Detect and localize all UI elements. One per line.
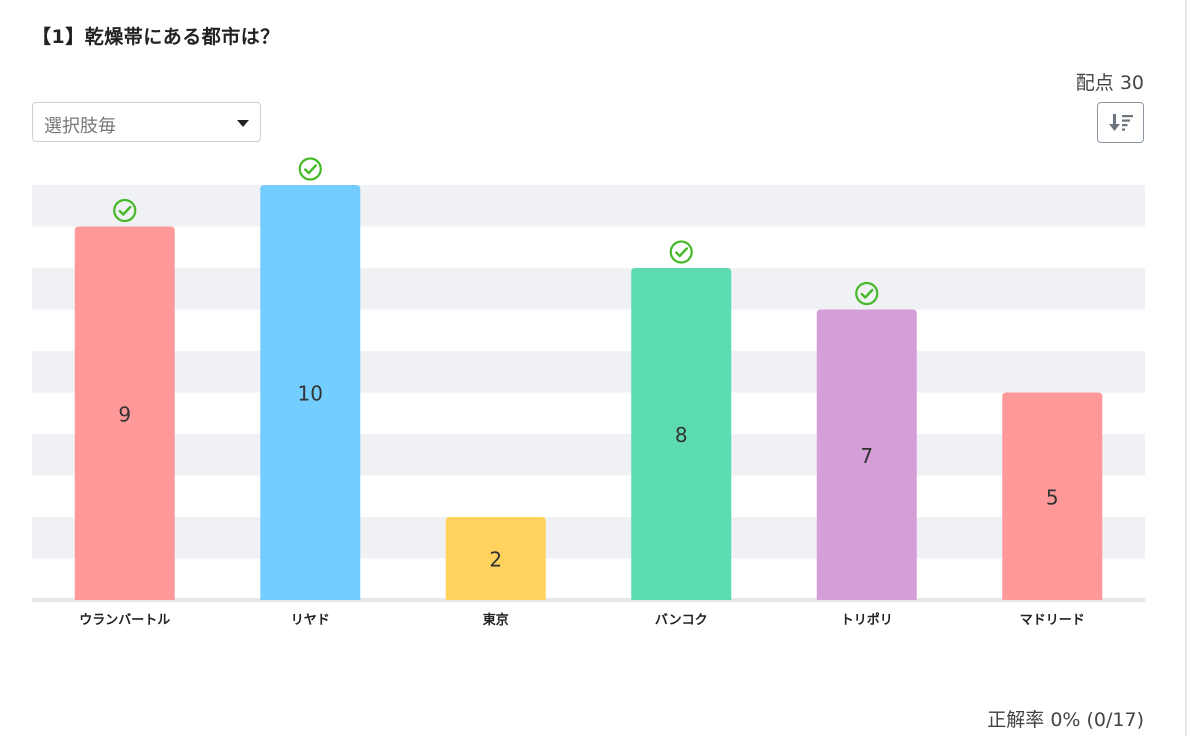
grid-band: [32, 517, 1145, 559]
check-circle-icon: [298, 157, 322, 181]
x-tick-label: マドリード: [1020, 613, 1085, 628]
bar-value-label: 7: [860, 444, 873, 468]
check-circle-icon: [669, 240, 693, 264]
bar: [260, 185, 361, 600]
sort-button[interactable]: [1097, 102, 1144, 143]
x-tick-label: トリポリ: [841, 612, 893, 628]
score-label: 配点 30: [1075, 72, 1144, 94]
choice-view-select[interactable]: 選択肢毎: [32, 102, 261, 142]
check-circle-icon: [855, 281, 879, 306]
grid-band: [32, 185, 1145, 227]
scrollbar-edge: [1185, 0, 1187, 736]
bar-value-label: 2: [489, 548, 502, 572]
x-tick-label: リヤド: [291, 613, 330, 628]
x-tick-label: ウランバートル: [79, 613, 170, 628]
x-tick-label: 東京: [483, 612, 509, 628]
x-axis-line: [32, 598, 1145, 602]
bar: [816, 309, 917, 600]
select-value: 選択肢毎: [44, 116, 116, 137]
sort-descending-icon: [1109, 114, 1133, 131]
bar-value-label: 8: [675, 423, 688, 447]
grid-band: [32, 434, 1145, 476]
bar: [631, 268, 732, 600]
bar-value-label: 9: [118, 402, 131, 426]
question-title: 【1】乾燥帯にある都市は？: [32, 26, 280, 48]
grid-band: [32, 351, 1145, 393]
grid-band: [32, 268, 1145, 310]
check-circle-icon: [113, 198, 137, 223]
accuracy-label: 正解率 0% (0/17): [987, 709, 1144, 731]
bar: [1002, 392, 1103, 600]
bar: [74, 226, 175, 600]
x-tick-label: バンコク: [655, 613, 708, 628]
bar-value-label: 5: [1046, 485, 1059, 509]
bar-value-label: 10: [298, 382, 323, 406]
caret-down-icon: [237, 120, 249, 127]
bar: [445, 517, 546, 600]
